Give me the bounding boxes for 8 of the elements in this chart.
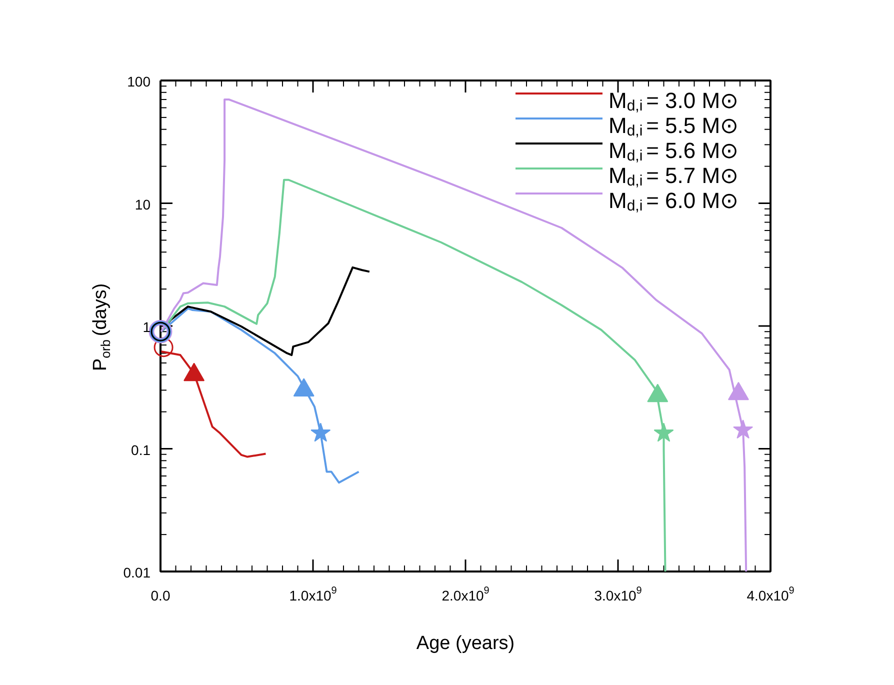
y-tick-label: 100 xyxy=(127,74,151,90)
x-tick-label: 0.0 xyxy=(150,588,170,604)
x-axis-title: Age (years) xyxy=(416,633,515,654)
y-tick-label: 1 xyxy=(142,319,151,335)
y-tick-label: 10 xyxy=(134,196,151,212)
y-tick-label: 0.01 xyxy=(123,564,151,580)
y-axis-title: Porb (days) xyxy=(90,283,113,371)
y-tick-label: 0.1 xyxy=(131,442,151,458)
